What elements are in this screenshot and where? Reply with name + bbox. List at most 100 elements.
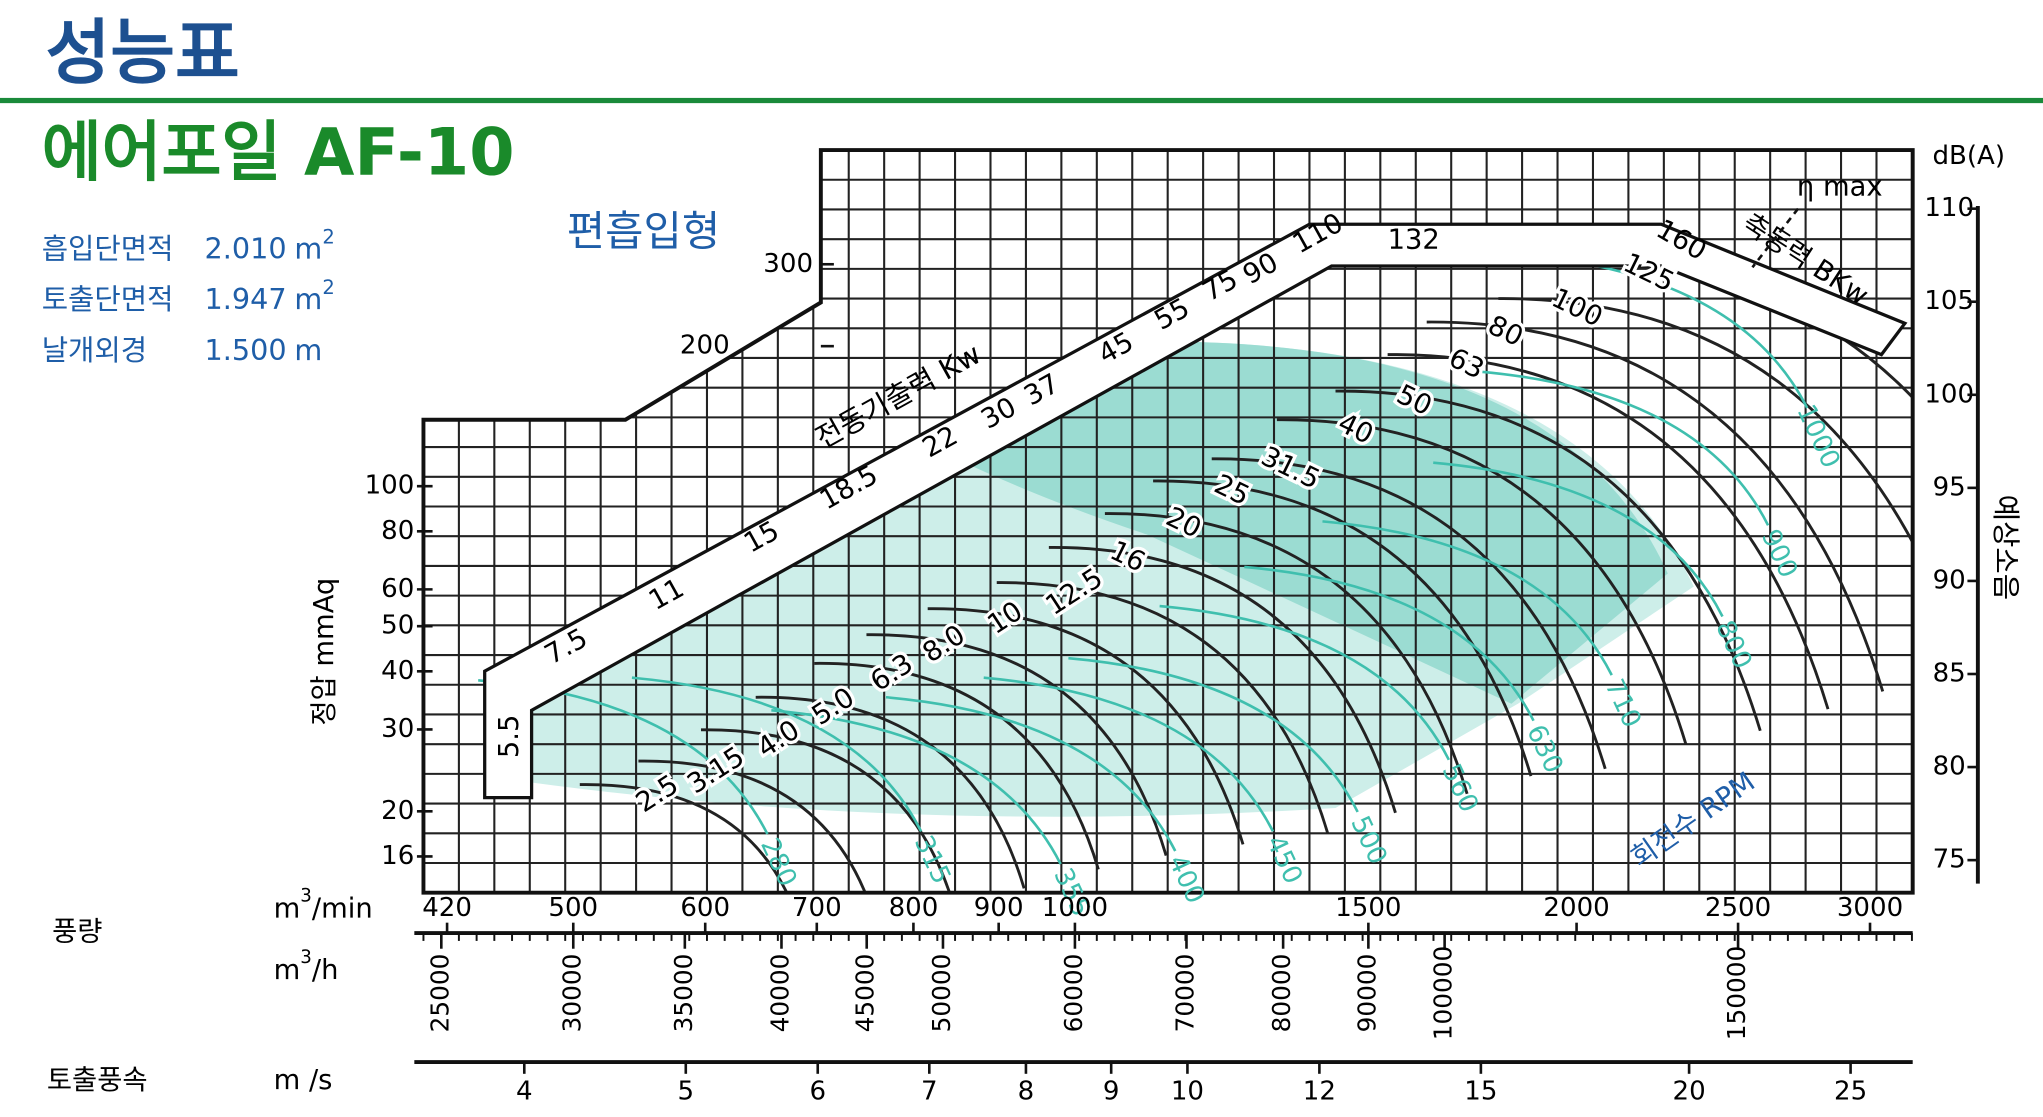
motor-kw: 5.5 (494, 715, 525, 759)
x-unit-rest: /h (312, 954, 339, 985)
x-tick-label: 9 (1103, 1077, 1120, 1107)
x-tick-label: 7 (921, 1077, 938, 1107)
spec-unit: m (294, 333, 322, 367)
y2-tick-label: 110 (1924, 193, 1974, 223)
spec: 날개외경 1.500 m (42, 333, 323, 367)
x-tick-label: 4 (516, 1077, 533, 1107)
x-tick-label: 1000 (1042, 893, 1108, 923)
x-tick-label: 80000 (1267, 954, 1296, 1033)
bkw-curve (700, 728, 956, 893)
x-tick-label: 35000 (669, 954, 698, 1033)
bkw: 100 (1547, 283, 1608, 334)
x-tick-label: 30000 (557, 954, 586, 1033)
rpm: 560 (1436, 759, 1484, 817)
x-tick-label: 700 (792, 893, 842, 923)
bkw-curve (1153, 479, 1533, 777)
rpm-curve (771, 708, 1062, 865)
rpm-curve (885, 695, 1177, 852)
bkw: 80 (1483, 310, 1528, 353)
y-tick-label: 50 (381, 611, 414, 641)
x-tick-label: 800 (889, 893, 939, 923)
x-unit: m3/min (274, 886, 373, 925)
y-tick-label: 30 (381, 714, 414, 744)
rpm-curve (983, 676, 1275, 833)
x-tick-label: 6 (809, 1077, 826, 1107)
x-unit-rest: /min (312, 893, 373, 924)
rpm-label: 회전수 RPM (1626, 766, 1761, 874)
x-tick-label: 600 (680, 893, 730, 923)
x-tick-label: 20 (1673, 1077, 1706, 1107)
rpm-curve (631, 676, 923, 833)
bkw-curve (1335, 389, 1762, 732)
motor-kw: 132 (1388, 225, 1440, 256)
x-tick-label: 45000 (851, 954, 880, 1033)
y2-tick-label: 95 (1933, 472, 1966, 502)
x-tick-label: 60000 (1059, 954, 1088, 1033)
x-tick-label: 25 (1834, 1077, 1867, 1107)
y-tick-label: 16 (381, 841, 414, 871)
bkw-curve (755, 695, 1026, 889)
spec-value: 2.010 (205, 231, 287, 265)
rpm-curve (1433, 461, 1724, 618)
x-tick-label: 100000 (1429, 946, 1458, 1040)
y2-tick-label: 90 (1933, 565, 1966, 595)
model-name: 에어포일 AF-10 (42, 116, 515, 191)
y2-tick-label: 85 (1933, 658, 1966, 688)
x-tick-label: 12 (1303, 1077, 1336, 1107)
spec-value: 1.947 (205, 282, 287, 316)
y2-tick-label: 75 (1933, 845, 1966, 875)
x-tick-label: 5 (677, 1077, 694, 1107)
rpm-curve (1478, 370, 1770, 526)
bkw-curve (638, 759, 877, 893)
bkw-curve (1426, 320, 1885, 692)
motor-band (483, 222, 1908, 800)
x-tick-label: 90000 (1352, 954, 1381, 1033)
flow-label: 풍량 (52, 917, 102, 948)
x-tick-label: 8 (1018, 1077, 1035, 1107)
x-tick-label: 900 (974, 893, 1024, 923)
y2-axis-label: 예상소음 (1989, 495, 2023, 600)
eta-line (1751, 207, 1800, 269)
x-tick-label: 10 (1171, 1077, 1204, 1107)
rpm: 710 (1599, 675, 1647, 733)
rpm-curve (1244, 565, 1535, 722)
x-tick-label: 50000 (927, 954, 956, 1033)
spec-unit: m (294, 282, 322, 316)
x-tick-label: 420 (422, 893, 472, 923)
x-tick-label: 3000 (1837, 893, 1903, 923)
bkw-curve (1498, 297, 1913, 684)
x-unit-base: m (274, 954, 301, 985)
title-rule (0, 97, 2043, 104)
spec-label: 날개외경 (42, 333, 147, 367)
spec-sup: 2 (322, 225, 334, 248)
bkw-curve (996, 581, 1330, 834)
velocity-unit: m /s (274, 1065, 333, 1096)
rpm-curve (1322, 520, 1613, 676)
plot-border (421, 148, 1915, 895)
y-tick-label: 100 (365, 471, 415, 501)
rpm: 500 (1344, 812, 1392, 870)
bkw-curve (1048, 545, 1397, 814)
rpm: 900 (1755, 525, 1803, 583)
y-tick-label: 300 (763, 249, 813, 279)
bkw-curve (1276, 418, 1688, 745)
spec-sup: 2 (322, 276, 334, 299)
efficiency-core (938, 341, 1668, 704)
bkw-curve (579, 783, 803, 893)
spec: 흡입단면적 2.010 m2 (42, 225, 335, 266)
y-tick-label: 20 (381, 796, 414, 826)
rpm: 450 (1260, 831, 1308, 889)
y-tick-label: 40 (381, 656, 414, 686)
bkw-curve (1211, 457, 1607, 770)
inlet-type: 편흡입형 (567, 207, 720, 256)
rpm-curve (1068, 656, 1359, 813)
y2-tick-label: 80 (1933, 752, 1966, 782)
x-tick-label: 40000 (765, 954, 794, 1033)
y2-unit: dB(A) (1932, 141, 2005, 171)
rpm: 315 (908, 831, 956, 889)
y2-tick-label: 105 (1924, 286, 1974, 316)
spec-label: 토출단면적 (42, 282, 174, 316)
x-tick-label: 2000 (1543, 893, 1609, 923)
x-tick-label: 2500 (1705, 893, 1771, 923)
